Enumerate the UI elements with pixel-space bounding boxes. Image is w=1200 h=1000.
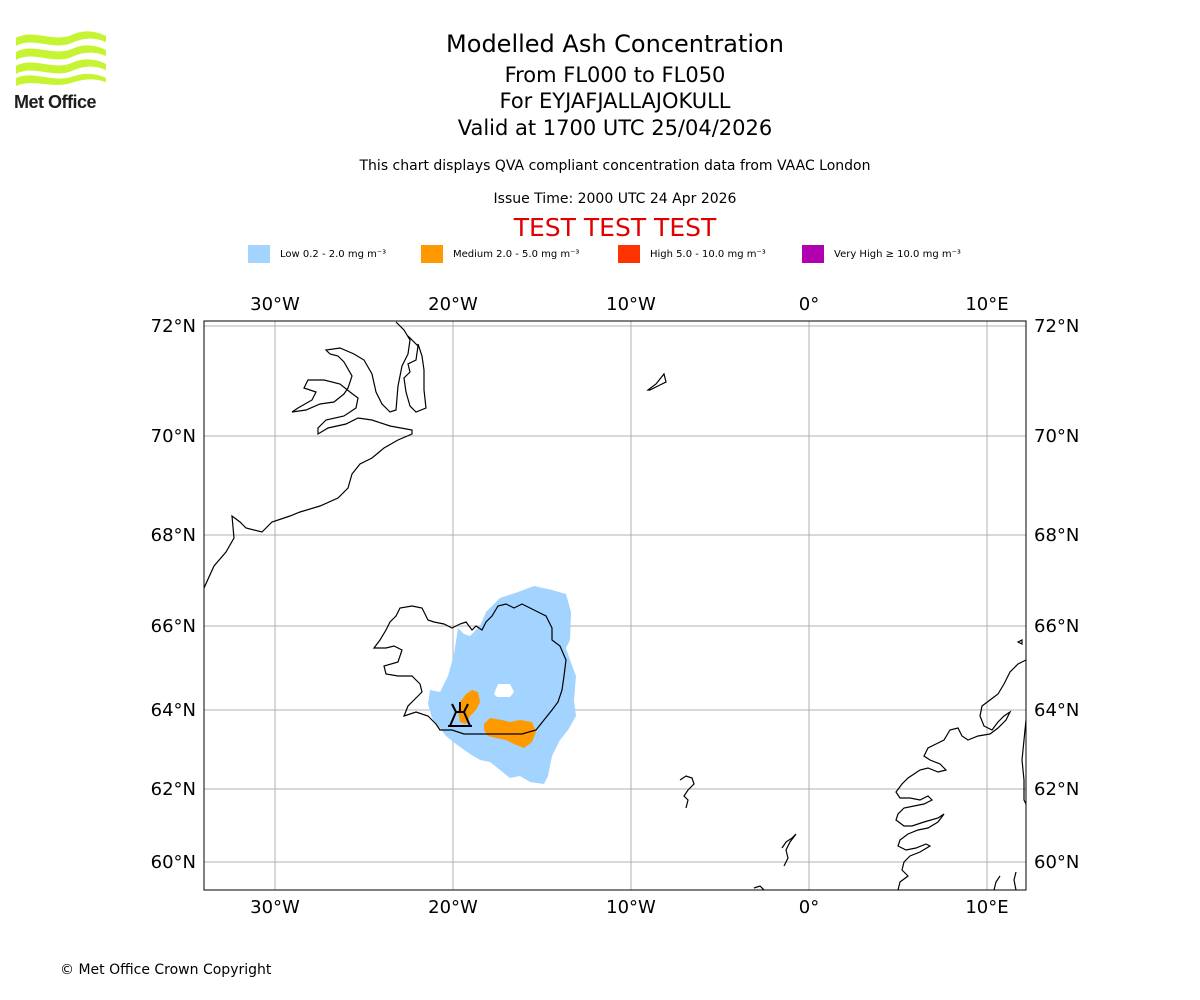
ash-area-medium-west (458, 690, 480, 724)
data-source-note: This chart displays QVA compliant concen… (359, 158, 871, 174)
test-banner: TEST TEST TEST (513, 213, 717, 242)
coastlines (204, 321, 1026, 890)
legend-label-low: Low 0.2 - 2.0 mg m⁻³ (280, 248, 387, 260)
copyright-notice: © Met Office Crown Copyright (60, 962, 272, 978)
ash-area-medium-east (484, 718, 536, 748)
latitude-labels-left: 72°N 70°N 68°N 66°N 64°N 62°N 60°N (151, 316, 196, 873)
logo-text: Met Office (14, 92, 97, 112)
lon-label-bottom: 10°W (606, 897, 656, 918)
volcano-name: For EYJAFJALLAJOKULL (499, 89, 731, 113)
coastline-faroe (679, 775, 695, 809)
lon-label-top: 0° (799, 294, 819, 315)
legend-swatch-high (618, 245, 640, 263)
legend-item-high: High 5.0 - 10.0 mg m⁻³ (618, 244, 766, 264)
lat-label-left: 68°N (151, 525, 196, 546)
legend-swatch-medium (421, 245, 443, 263)
lon-label-top: 10°W (606, 294, 656, 315)
lat-label-left: 72°N (151, 316, 196, 337)
met-office-logo: Met Office (14, 30, 108, 112)
lon-label-top: 30°W (250, 294, 300, 315)
concentration-legend: Low 0.2 - 2.0 mg m⁻³ Medium 2.0 - 5.0 mg… (0, 244, 1200, 264)
coastline-scotland (753, 885, 765, 890)
volcano-marker-icon (448, 702, 472, 727)
valid-time: Valid at 1700 UTC 25/04/2026 (457, 116, 773, 140)
met-office-wave-logo-icon (16, 31, 106, 86)
coastline-norway (895, 639, 1026, 890)
lat-label-left: 66°N (151, 616, 196, 637)
legend-label-medium: Medium 2.0 - 5.0 mg m⁻³ (453, 248, 580, 260)
lon-label-bottom: 0° (799, 897, 819, 918)
coastline-jan-mayen (646, 372, 667, 391)
map-background (204, 321, 1026, 890)
lat-label-left: 64°N (151, 700, 196, 721)
lat-label-right: 68°N (1034, 525, 1079, 546)
lat-label-right: 62°N (1034, 779, 1079, 800)
legend-swatch-very-high (802, 245, 824, 263)
lat-label-left: 70°N (151, 426, 196, 447)
lat-label-right: 70°N (1034, 426, 1079, 447)
lat-label-right: 72°N (1034, 316, 1079, 337)
coastline-shetland (781, 833, 797, 867)
longitude-labels-bottom: 30°W 20°W 10°W 0° 10°E (250, 897, 1008, 918)
map-frame (203, 320, 1027, 891)
coastline-iceland (372, 603, 567, 735)
coastline-greenland (204, 321, 427, 589)
longitude-labels-top: 30°W 20°W 10°W 0° 10°E (250, 294, 1008, 315)
legend-label-high: High 5.0 - 10.0 mg m⁻³ (650, 248, 766, 260)
legend-item-medium: Medium 2.0 - 5.0 mg m⁻³ (421, 244, 579, 264)
lon-label-top: 20°W (428, 294, 478, 315)
lon-label-top: 10°E (965, 294, 1008, 315)
issue-time: Issue Time: 2000 UTC 24 Apr 2026 (493, 191, 737, 207)
legend-label-very-high: Very High ≥ 10.0 mg m⁻³ (834, 248, 961, 260)
legend-item-very-high: Very High ≥ 10.0 mg m⁻³ (802, 244, 961, 264)
lat-label-right: 64°N (1034, 700, 1079, 721)
legend-item-low: Low 0.2 - 2.0 mg m⁻³ (248, 244, 386, 264)
latitude-labels-right: 72°N 70°N 68°N 66°N 64°N 62°N 60°N (1034, 316, 1079, 873)
legend-swatch-low (248, 245, 270, 263)
graticule (204, 321, 1026, 890)
lat-label-left: 60°N (151, 852, 196, 873)
ash-gap (494, 684, 514, 697)
flight-level-range: From FL000 to FL050 (504, 63, 726, 87)
chart-title: Modelled Ash Concentration (446, 30, 784, 58)
lon-label-bottom: 20°W (428, 897, 478, 918)
lon-label-bottom: 30°W (250, 897, 300, 918)
lat-label-left: 62°N (151, 779, 196, 800)
lat-label-right: 66°N (1034, 616, 1079, 637)
lon-label-bottom: 10°E (965, 897, 1008, 918)
lat-label-right: 60°N (1034, 852, 1079, 873)
